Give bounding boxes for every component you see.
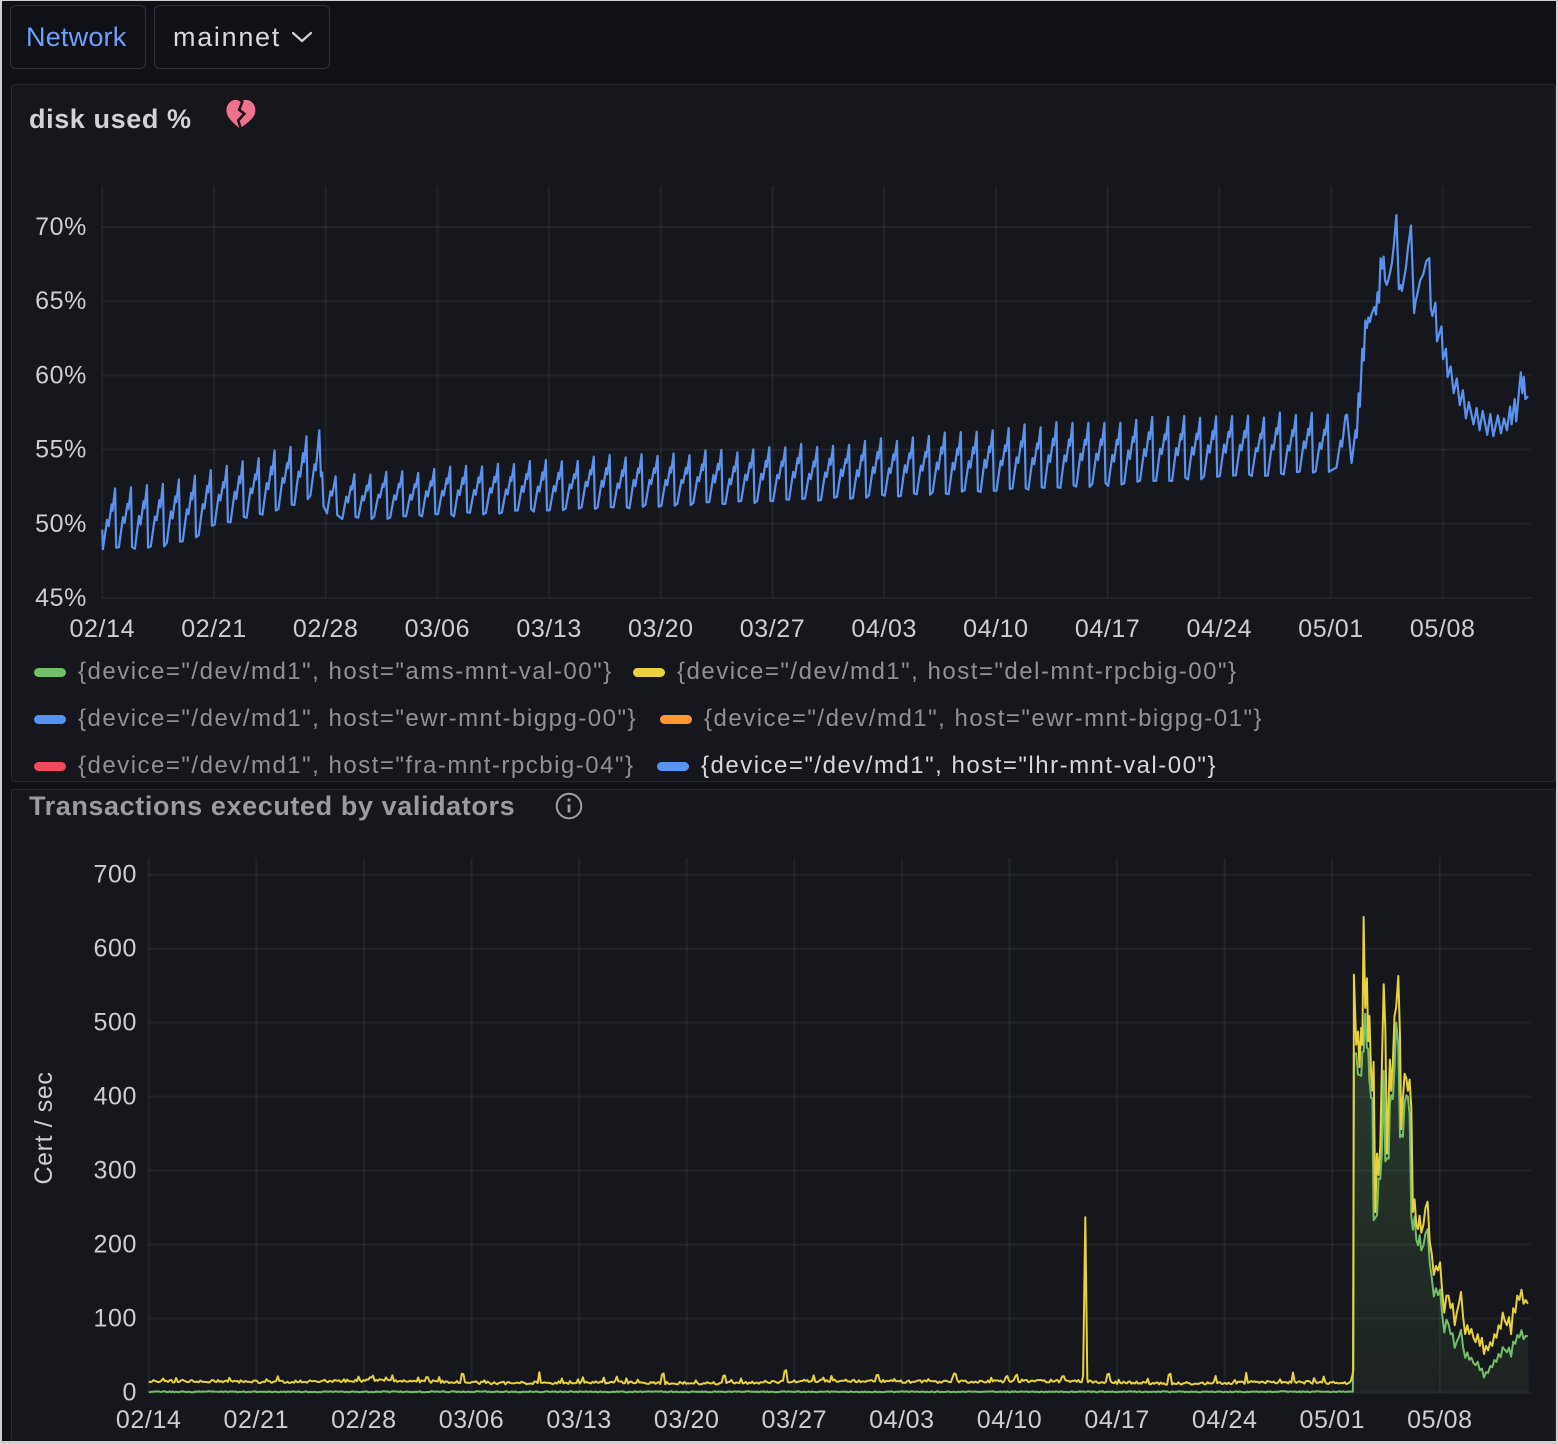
svg-text:0: 0	[122, 1379, 137, 1407]
svg-text:05/01: 05/01	[1298, 615, 1364, 643]
svg-text:03/06: 03/06	[405, 615, 471, 643]
svg-text:03/20: 03/20	[628, 615, 694, 643]
svg-text:04/10: 04/10	[977, 1406, 1043, 1434]
svg-text:60%: 60%	[35, 361, 87, 389]
svg-text:70%: 70%	[35, 213, 87, 241]
svg-text:03/27: 03/27	[740, 615, 806, 643]
svg-text:Cert / sec: Cert / sec	[30, 1072, 58, 1185]
svg-text:05/01: 05/01	[1300, 1406, 1366, 1434]
svg-text:03/20: 03/20	[654, 1406, 720, 1434]
svg-text:45%: 45%	[35, 584, 87, 612]
svg-text:02/28: 02/28	[293, 615, 359, 643]
svg-text:04/10: 04/10	[963, 615, 1029, 643]
svg-text:04/03: 04/03	[869, 1406, 935, 1434]
svg-text:04/17: 04/17	[1084, 1406, 1150, 1434]
svg-text:04/17: 04/17	[1075, 615, 1141, 643]
svg-text:100: 100	[93, 1305, 137, 1333]
svg-text:04/24: 04/24	[1187, 615, 1253, 643]
svg-text:50%: 50%	[35, 510, 87, 538]
svg-text:02/21: 02/21	[224, 1406, 290, 1434]
svg-text:04/24: 04/24	[1192, 1406, 1258, 1434]
svg-text:200: 200	[93, 1231, 137, 1259]
svg-text:02/14: 02/14	[116, 1406, 182, 1434]
svg-text:02/28: 02/28	[331, 1406, 397, 1434]
svg-text:05/08: 05/08	[1407, 1406, 1473, 1434]
svg-text:700: 700	[93, 861, 137, 889]
svg-text:65%: 65%	[35, 287, 87, 315]
svg-text:03/27: 03/27	[762, 1406, 828, 1434]
svg-text:02/14: 02/14	[70, 615, 136, 643]
svg-text:03/13: 03/13	[546, 1406, 612, 1434]
svg-text:600: 600	[93, 935, 137, 963]
svg-text:03/13: 03/13	[516, 615, 582, 643]
svg-text:300: 300	[93, 1157, 137, 1185]
svg-text:05/08: 05/08	[1410, 615, 1476, 643]
svg-text:55%: 55%	[35, 436, 87, 464]
svg-text:04/03: 04/03	[851, 615, 917, 643]
svg-text:500: 500	[93, 1009, 137, 1037]
svg-text:02/21: 02/21	[181, 615, 247, 643]
svg-text:03/06: 03/06	[439, 1406, 505, 1434]
svg-text:400: 400	[93, 1083, 137, 1111]
